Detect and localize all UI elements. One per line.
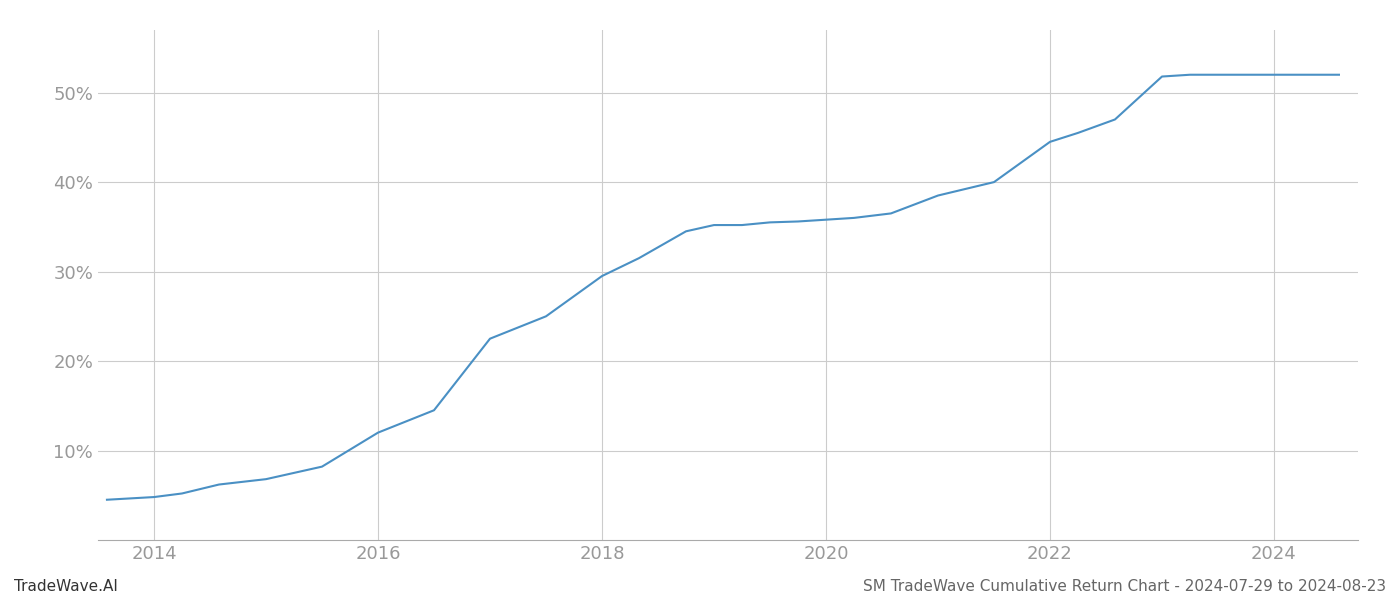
Text: SM TradeWave Cumulative Return Chart - 2024-07-29 to 2024-08-23: SM TradeWave Cumulative Return Chart - 2… — [862, 579, 1386, 594]
Text: TradeWave.AI: TradeWave.AI — [14, 579, 118, 594]
